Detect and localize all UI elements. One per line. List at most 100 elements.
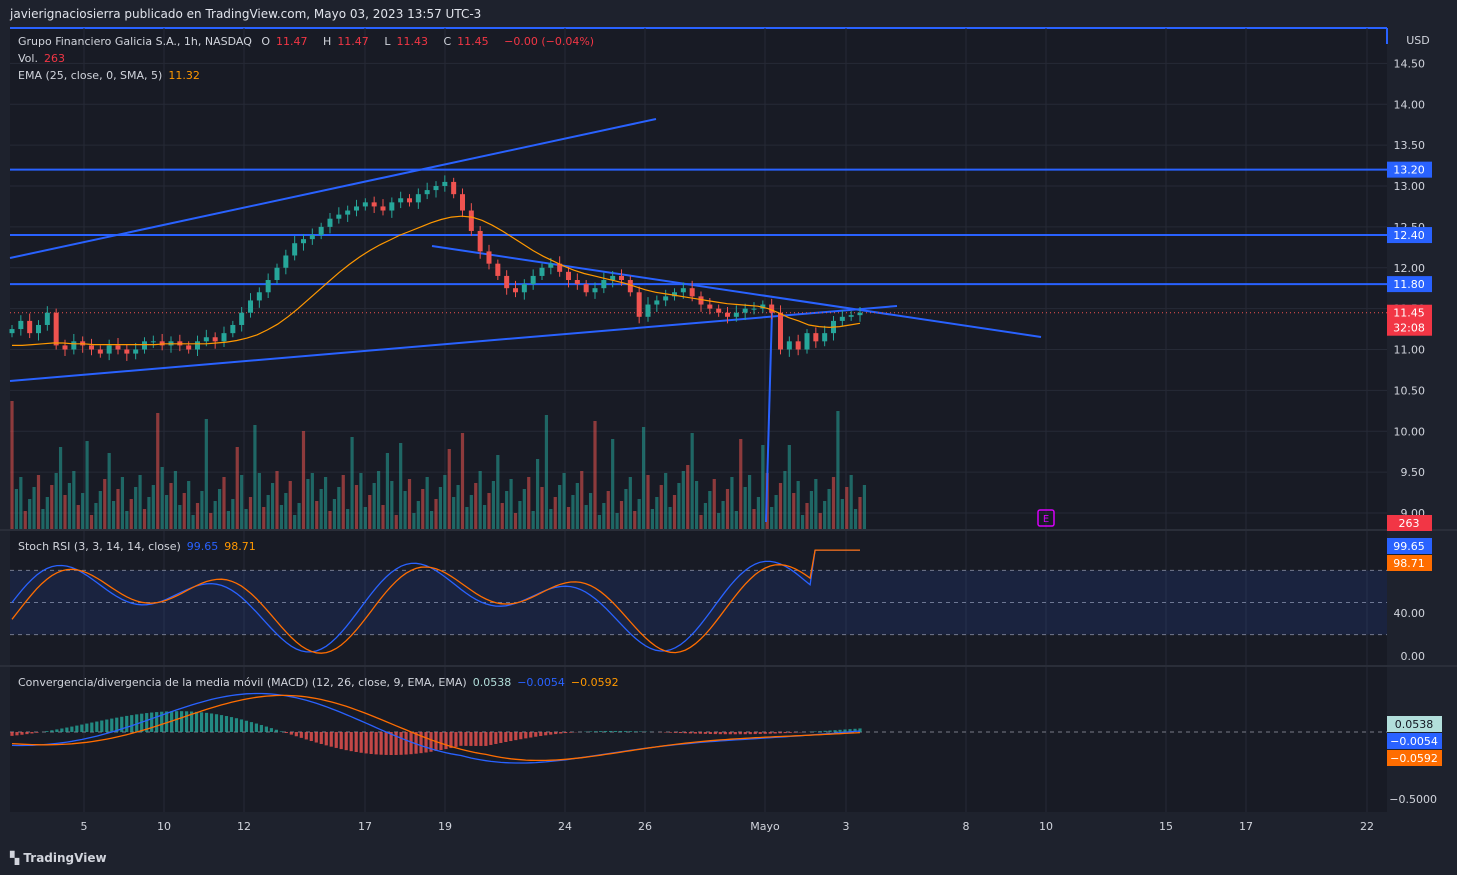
macd-histogram-bar xyxy=(519,732,523,740)
volume-bar xyxy=(531,511,535,529)
macd-histogram-bar xyxy=(264,726,268,732)
volume-bar xyxy=(641,427,646,529)
macd-histogram-bar xyxy=(135,714,139,732)
stoch-band-fill xyxy=(10,570,1387,635)
volume-bar xyxy=(301,431,306,529)
macd-histogram-bar xyxy=(668,732,673,733)
volume-bar xyxy=(23,511,27,529)
x-tick-label: 26 xyxy=(638,820,652,833)
macd-histogram-bar xyxy=(20,732,24,735)
candle-body xyxy=(839,316,845,321)
macd-histogram-bar xyxy=(753,732,757,735)
candle-body xyxy=(106,345,112,354)
volume-bar xyxy=(28,499,32,529)
volume-bar xyxy=(482,505,487,529)
macd-histogram-bar xyxy=(673,732,678,733)
lower-trendline xyxy=(9,305,898,382)
macd-histogram-bar xyxy=(793,732,797,733)
volume-bar xyxy=(390,481,394,529)
candle-body xyxy=(813,333,819,342)
macd-histogram-bar xyxy=(289,732,293,735)
price-badges: 13.20 12.40 11.80 11.45 32:08 263 99.65 98.71 0.… xyxy=(1387,161,1442,766)
candle-body xyxy=(663,296,669,301)
volume-bar xyxy=(279,505,284,529)
macd-histogram-bar xyxy=(678,732,683,734)
candle-body xyxy=(265,280,271,293)
macd-histogram-bar xyxy=(359,732,363,753)
macd-histogram-bar xyxy=(379,732,383,755)
macd-histogram-bar xyxy=(758,732,762,734)
macd-histogram-bar xyxy=(843,729,847,732)
candle-body xyxy=(857,312,863,316)
volume-bar xyxy=(452,497,456,529)
macd-histogram-bar xyxy=(364,732,368,754)
earnings-marker-icon xyxy=(1037,509,1055,527)
macd-histogram-bar xyxy=(399,732,403,755)
volume-bar xyxy=(752,509,756,529)
volume-bar xyxy=(571,495,575,529)
macd-histogram-bar xyxy=(489,732,493,745)
candle-body xyxy=(398,198,404,203)
candle-body xyxy=(513,288,518,293)
brand[interactable]: ▚ TradingView xyxy=(10,851,107,865)
macd-histogram-bar xyxy=(374,732,378,755)
volume-bar xyxy=(756,497,761,529)
volume-bar xyxy=(226,511,231,529)
macd-histogram-bar xyxy=(75,725,79,732)
volume-bar xyxy=(173,471,178,529)
candle-body xyxy=(468,210,474,231)
macd-histogram-bar xyxy=(449,732,453,749)
volume-bar xyxy=(743,487,747,529)
volume-bar xyxy=(310,473,314,529)
volume-bar xyxy=(509,479,513,529)
volume-bar xyxy=(19,477,23,529)
macd-histogram-bar xyxy=(848,729,852,732)
price-tick-label: 13.50 xyxy=(1394,139,1426,152)
macd-histogram-bar xyxy=(539,732,543,737)
volume-bar xyxy=(522,489,526,529)
macd-histogram-bar xyxy=(683,732,688,734)
macd-histogram-bar xyxy=(189,711,194,732)
macd-histogram-bar xyxy=(823,730,827,732)
earnings-marker-label: E xyxy=(1043,514,1049,525)
macd-histogram-bar xyxy=(628,731,633,732)
candle-body xyxy=(698,296,704,305)
volume-bar xyxy=(222,477,226,529)
volume-bar xyxy=(800,515,805,529)
volume-bar xyxy=(266,495,270,529)
volume-bar xyxy=(372,483,376,529)
volume-bar xyxy=(328,511,332,529)
ohlc-open: O 11.47 xyxy=(261,35,308,48)
candle-body xyxy=(601,280,607,289)
volume-bar xyxy=(76,505,80,529)
volume-bar xyxy=(721,501,725,529)
volume-bar xyxy=(72,471,76,529)
macd-histogram-bar xyxy=(464,732,468,746)
x-tick-label: 5 xyxy=(81,820,88,833)
volume-bar xyxy=(85,441,89,529)
volume-bar xyxy=(827,489,831,529)
candle-body xyxy=(530,275,536,285)
macd-histogram-bar xyxy=(723,732,727,735)
volume-bar xyxy=(32,487,36,529)
price-change: −0.00 (−0.04%) xyxy=(504,35,595,48)
macd-histogram-bar xyxy=(100,720,104,732)
price-tick-label: 9.50 xyxy=(1401,466,1426,479)
macd-histogram-bar xyxy=(180,711,184,732)
candle-body xyxy=(36,324,41,334)
volume-bar xyxy=(540,487,544,529)
candle-body xyxy=(725,312,730,317)
candle-body xyxy=(159,341,165,346)
candle-body xyxy=(142,341,147,350)
volume-bar xyxy=(111,501,116,529)
macd-histogram-bar xyxy=(569,732,573,733)
volume-bar xyxy=(341,475,345,529)
volume-bar xyxy=(231,499,235,529)
candle-body xyxy=(53,312,59,346)
macd-histogram-bar xyxy=(429,732,433,752)
macd-histogram-bar xyxy=(319,732,323,744)
symbol-title[interactable]: Grupo Financiero Galicia S.A., 1h, NASDA… xyxy=(18,35,252,48)
volume-bar xyxy=(783,471,787,529)
macd-histogram-bar xyxy=(160,711,164,732)
